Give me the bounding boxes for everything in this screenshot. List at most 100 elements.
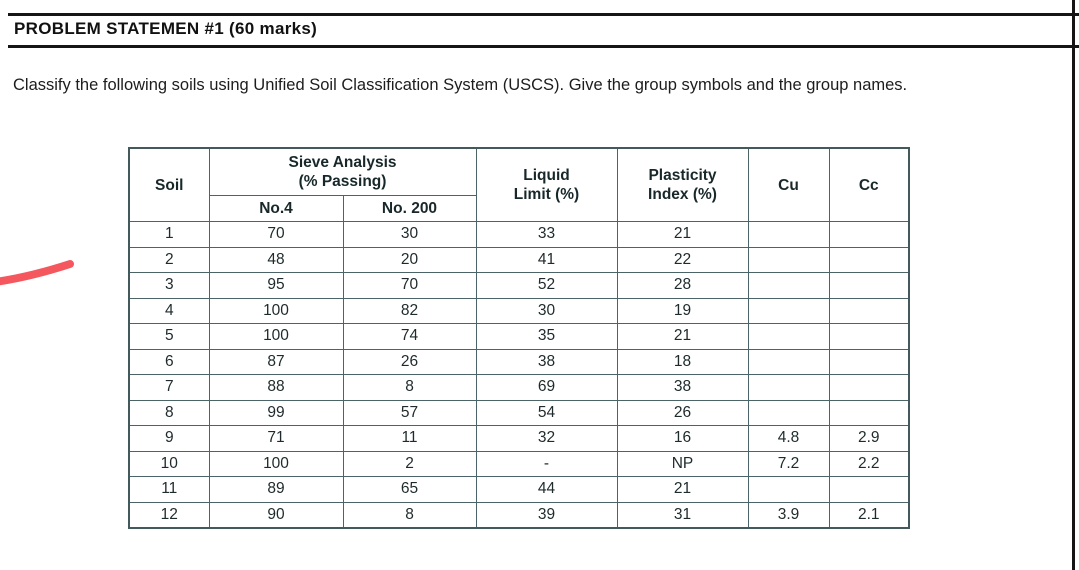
cell-no4: 99	[208, 399, 344, 426]
cell-pi: 22	[616, 246, 749, 273]
cell-soil: 1	[128, 221, 210, 248]
table-row: 3 95 70 52 28	[128, 272, 910, 299]
cell-ll: 39	[475, 501, 618, 529]
table-row: 7 88 8 69 38	[128, 374, 910, 401]
cell-ll: 69	[475, 374, 618, 401]
page-title: PROBLEM STATEMEN #1 (60 marks)	[14, 19, 318, 38]
cell-pi: 38	[616, 374, 749, 401]
cell-ll: 52	[475, 272, 618, 299]
cell-soil: 4	[128, 297, 210, 324]
table-row: 5 100 74 35 21	[128, 323, 910, 350]
sieve-header-line2: (% Passing)	[298, 173, 387, 190]
cell-cu	[747, 297, 830, 324]
cell-cc: 2.1	[828, 501, 910, 529]
cell-no4: 95	[208, 272, 344, 299]
cell-cc: 2.2	[828, 450, 910, 477]
cell-no4: 100	[208, 323, 344, 350]
cell-cu: 4.8	[747, 425, 830, 452]
cell-pi: 31	[616, 501, 749, 529]
cell-no200: 65	[342, 476, 477, 503]
table-row: 6 87 26 38 18	[128, 348, 910, 375]
cell-pi: NP	[616, 450, 749, 477]
cell-no4: 100	[208, 297, 344, 324]
cell-no4: 89	[208, 476, 344, 503]
cell-no4: 90	[208, 501, 344, 529]
col-header-cc: Cc	[828, 147, 910, 222]
table-body: 1 70 30 33 21 2 48 20 41 22 3 95 70 52 28 4 100 82 30 19 5 10…	[128, 221, 910, 529]
liquid-limit-line2: Limit (%)	[513, 186, 580, 203]
cell-cc	[828, 323, 910, 350]
cell-cu	[747, 348, 830, 375]
col-header-liquid-limit: Liquid Limit (%)	[475, 147, 618, 222]
cell-no200: 8	[342, 501, 477, 529]
plasticity-line2: Index (%)	[648, 186, 717, 203]
cell-cc: 2.9	[828, 425, 910, 452]
sieve-header-line1: Sieve Analysis	[288, 154, 397, 171]
page-edge-border	[1072, 0, 1075, 570]
cell-cu	[747, 323, 830, 350]
cell-cc	[828, 272, 910, 299]
cell-no4: 100	[208, 450, 344, 477]
title-underline-rule	[8, 45, 1079, 48]
cell-soil: 9	[128, 425, 210, 452]
cell-ll: 41	[475, 246, 618, 273]
cell-soil: 6	[128, 348, 210, 375]
cell-cc	[828, 399, 910, 426]
cell-no200: 30	[342, 221, 477, 248]
cell-no4: 87	[208, 348, 344, 375]
top-rule	[8, 13, 1079, 16]
cell-no200: 74	[342, 323, 477, 350]
table-row: 8 99 57 54 26	[128, 399, 910, 426]
cell-ll: 44	[475, 476, 618, 503]
cell-cu	[747, 246, 830, 273]
table-row: 11 89 65 44 21	[128, 476, 910, 503]
cell-cc	[828, 348, 910, 375]
cell-no200: 82	[342, 297, 477, 324]
cell-cc	[828, 476, 910, 503]
cell-pi: 21	[616, 476, 749, 503]
cell-ll: 35	[475, 323, 618, 350]
cell-cu	[747, 399, 830, 426]
cell-soil: 12	[128, 501, 210, 529]
cell-cu: 7.2	[747, 450, 830, 477]
cell-ll: 30	[475, 297, 618, 324]
cell-soil: 8	[128, 399, 210, 426]
cell-pi: 26	[616, 399, 749, 426]
cell-no4: 48	[208, 246, 344, 273]
cell-ll: 54	[475, 399, 618, 426]
plasticity-line1: Plasticity	[648, 167, 717, 184]
cell-no200: 20	[342, 246, 477, 273]
table-row: 10 100 2- NP 7.2 2.2	[128, 450, 910, 477]
col-header-plasticity-index: Plasticity Index (%)	[616, 147, 749, 222]
intro-paragraph: Classify the following soils using Unifi…	[13, 76, 908, 94]
cell-no200: 57	[342, 399, 477, 426]
cell-no200: 11	[342, 425, 477, 452]
table-row: 12 90 8 39 31 3.9 2.1	[128, 501, 910, 529]
col-header-no4: No.4	[208, 195, 344, 222]
red-pen-mark	[0, 260, 74, 286]
cell-no200: 2	[342, 450, 477, 477]
cell-pi: 16	[616, 425, 749, 452]
table-row: 1 70 30 33 21	[128, 221, 910, 248]
cell-soil: 5	[128, 323, 210, 350]
table-row: 9 71 11 32 16 4.8 2.9	[128, 425, 910, 452]
cell-ll: -	[475, 450, 618, 477]
cell-cc	[828, 246, 910, 273]
cell-pi: 18	[616, 348, 749, 375]
col-header-cu: Cu	[747, 147, 830, 222]
soil-classification-table: Soil Sieve Analysis (% Passing) Liquid L…	[128, 147, 910, 529]
cell-cu: 3.9	[747, 501, 830, 529]
liquid-limit-line1: Liquid	[523, 167, 570, 184]
cell-pi: 21	[616, 323, 749, 350]
cell-soil: 2	[128, 246, 210, 273]
cell-cc	[828, 221, 910, 248]
cell-no4: 71	[208, 425, 344, 452]
cell-ll: 38	[475, 348, 618, 375]
table-row: 2 48 20 41 22	[128, 246, 910, 273]
cell-no4: 70	[208, 221, 344, 248]
cell-cu	[747, 476, 830, 503]
cell-soil: 10	[128, 450, 210, 477]
col-header-no200: No. 200	[342, 195, 477, 222]
cell-no200: 70	[342, 272, 477, 299]
cell-pi: 19	[616, 297, 749, 324]
